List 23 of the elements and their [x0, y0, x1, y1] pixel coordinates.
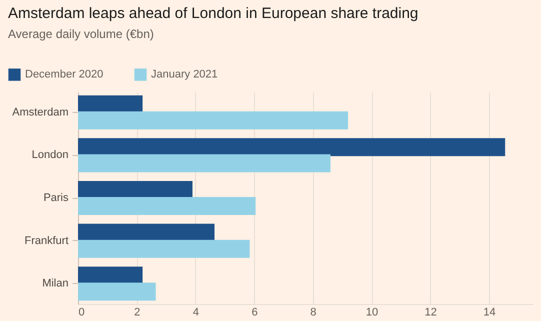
- legend-label: January 2021: [151, 68, 218, 81]
- x-tick-label: 4: [192, 306, 199, 318]
- x-tick-label: 0: [78, 306, 85, 318]
- x-tick-label: 12: [424, 306, 437, 318]
- bar: [78, 138, 506, 156]
- bar: [78, 197, 256, 216]
- chart-subtitle: Average daily volume (€bn): [8, 27, 154, 41]
- bar: [78, 282, 156, 301]
- x-tick-label: 14: [483, 306, 496, 318]
- x-tick-label: 6: [252, 306, 258, 318]
- x-tick-label: 10: [366, 306, 378, 318]
- legend-label: December 2020: [25, 68, 104, 81]
- y-tick-label: Amsterdam: [12, 106, 68, 118]
- bar: [78, 111, 348, 130]
- y-tick-label: Paris: [43, 192, 69, 204]
- chart-title: Amsterdam leaps ahead of London in European share trading: [8, 5, 418, 22]
- x-tick-label: 2: [134, 306, 140, 318]
- bar: [78, 240, 250, 258]
- y-tick-label: London: [32, 149, 68, 162]
- bar: [78, 154, 330, 172]
- x-tick-label: 8: [310, 306, 316, 318]
- y-tick-label: Frankfurt: [24, 234, 68, 247]
- y-tick-label: Milan: [42, 278, 68, 290]
